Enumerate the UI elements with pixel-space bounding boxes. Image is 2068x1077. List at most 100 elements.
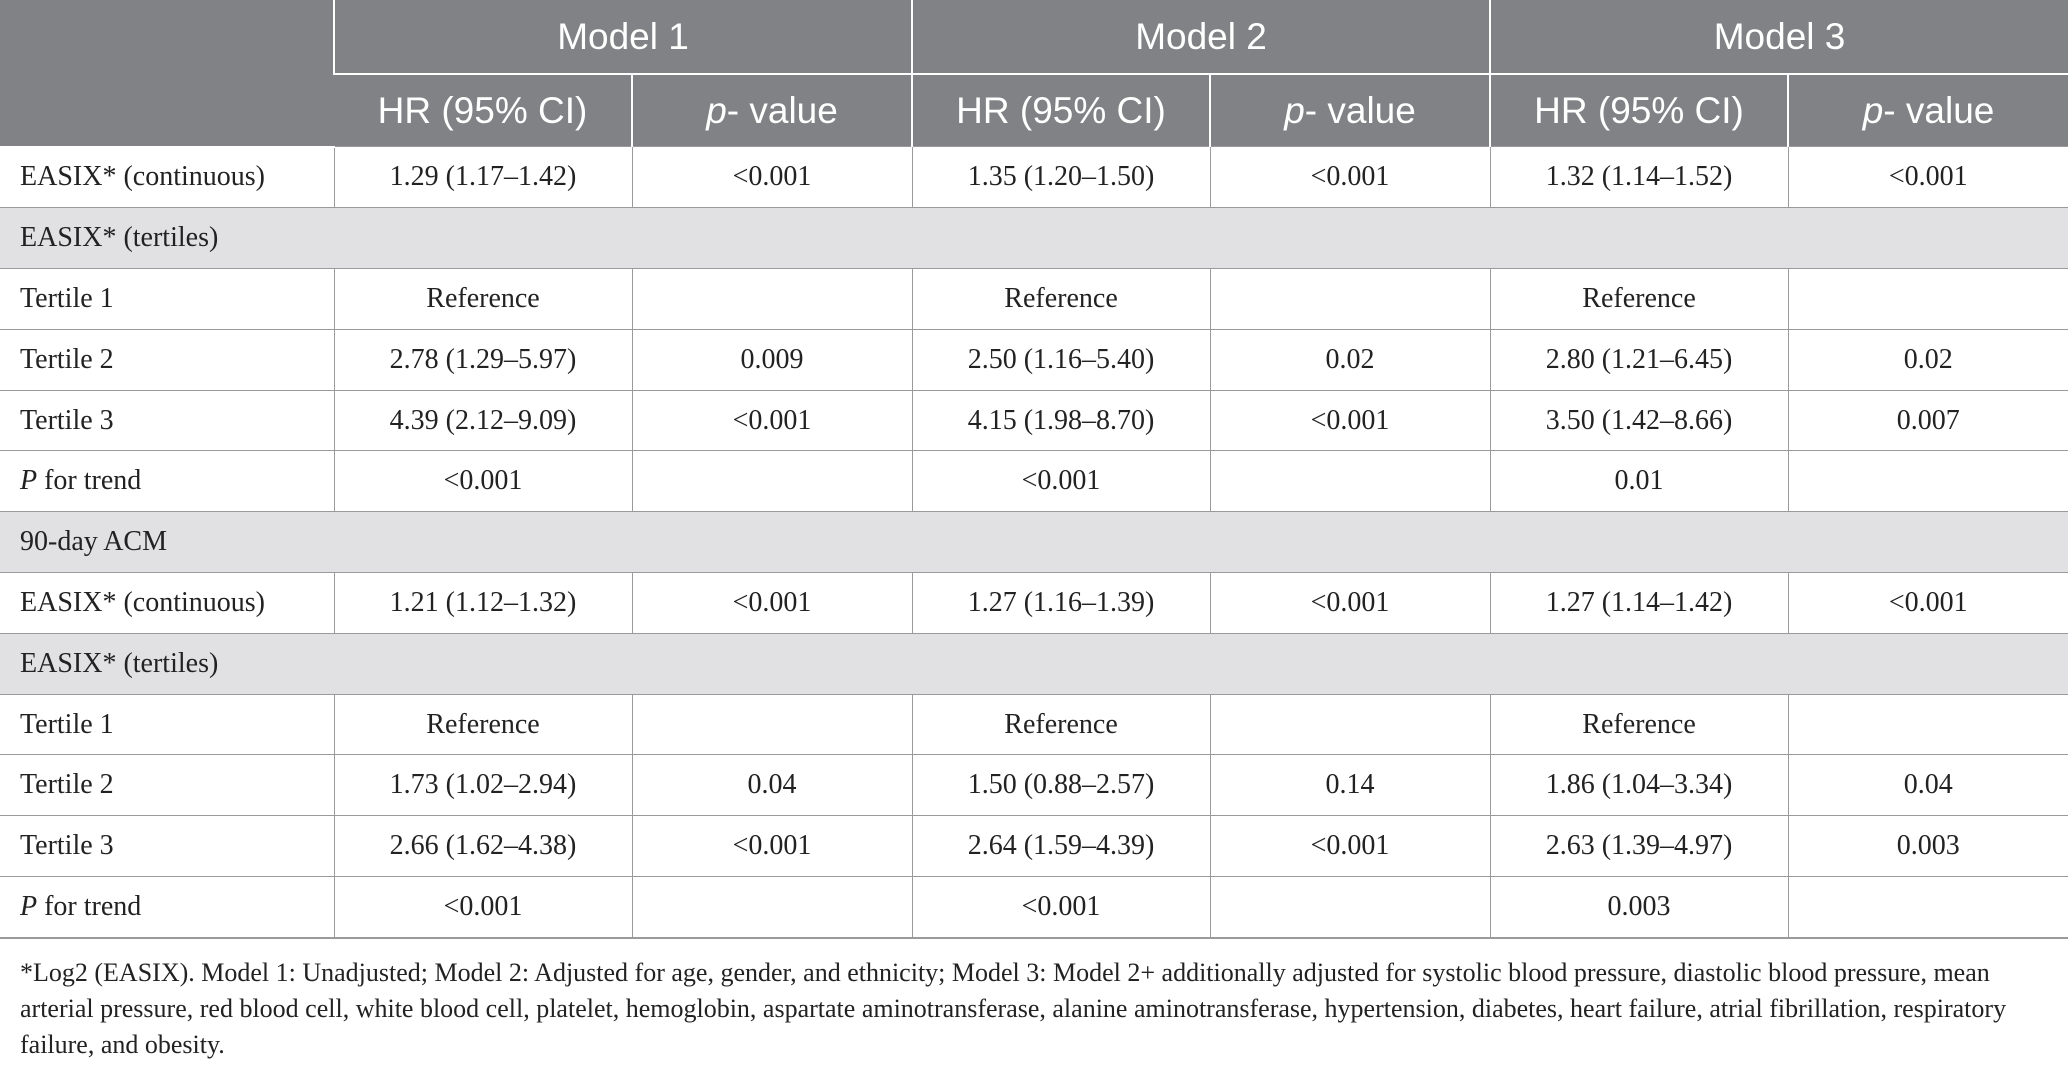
hr-cell: Reference	[911, 693, 1211, 756]
hr-cell: 2.50 (1.16–5.40)	[911, 328, 1211, 391]
hr-cell: 1.21 (1.12–1.32)	[333, 572, 633, 634]
table-footnote: *Log2 (EASIX). Model 1: Unadjusted; Mode…	[20, 958, 2007, 1059]
row-label: Tertile 2	[0, 754, 335, 817]
trend-row: P for trend <0.001 <0.001 0.003	[0, 876, 2068, 939]
section-row: EASIX* (tertiles)	[0, 207, 2068, 270]
section-row: 90-day ACM	[0, 511, 2068, 574]
row-label: EASIX* (continuous)	[0, 572, 335, 634]
hr-cell: 2.80 (1.21–6.45)	[1489, 328, 1789, 391]
hr-cell: 4.39 (2.12–9.09)	[333, 389, 633, 452]
p-value-cell: 0.02	[1787, 328, 2068, 391]
hr-cell: <0.001	[333, 450, 633, 513]
p-value-cell: <0.001	[1787, 572, 2068, 634]
header-p-value: p- value	[1787, 74, 2068, 147]
header-model-1: Model 1	[332, 0, 913, 75]
hr-cell: <0.001	[911, 450, 1211, 513]
section-row: EASIX* (tertiles)	[0, 632, 2068, 695]
trend-row: P for trend <0.001 <0.001 0.01	[0, 450, 2068, 513]
hr-cell: 4.15 (1.98–8.70)	[911, 389, 1211, 452]
hr-cell: 1.50 (0.88–2.57)	[911, 754, 1211, 817]
p-value-cell	[1209, 450, 1491, 513]
hr-cell: Reference	[911, 268, 1211, 330]
hr-cell: 2.63 (1.39–4.97)	[1489, 815, 1789, 878]
table-row: Tertile 3 2.66 (1.62–4.38) <0.001 2.64 (1.5…	[0, 815, 2068, 878]
hr-cell: Reference	[1489, 268, 1789, 330]
row-label: Tertile 1	[0, 693, 335, 756]
hr-cell: 2.66 (1.62–4.38)	[333, 815, 633, 878]
p-value-cell: <0.001	[631, 815, 913, 878]
hr-cell: 2.78 (1.29–5.97)	[333, 328, 633, 391]
p-value-cell: <0.001	[1209, 815, 1491, 878]
p-value-cell: <0.001	[631, 572, 913, 634]
p-value-cell	[1209, 268, 1491, 330]
row-label: P for trend	[0, 876, 335, 939]
p-value-cell: 0.14	[1209, 754, 1491, 817]
row-label: Tertile 3	[0, 815, 335, 878]
row-label: Tertile 1	[0, 268, 335, 330]
p-value-cell: 0.04	[1787, 754, 2068, 817]
p-value-cell: <0.001	[1209, 572, 1491, 634]
table-row: EASIX* (continuous) 1.29 (1.17–1.42) <0.00…	[0, 145, 2068, 209]
p-value-cell: 0.007	[1787, 389, 2068, 452]
section-label: EASIX* (tertiles)	[0, 632, 2068, 695]
p-value-cell: 0.009	[631, 328, 913, 391]
hr-cell: 1.27 (1.16–1.39)	[911, 572, 1211, 634]
p-value-cell: <0.001	[631, 389, 913, 452]
header-hr: HR (95% CI)	[334, 74, 632, 147]
header-hr: HR (95% CI)	[911, 74, 1211, 147]
hr-cell: 1.27 (1.14–1.42)	[1489, 572, 1789, 634]
table-row: Tertile 2 1.73 (1.02–2.94) 0.04 1.50 (0.88–…	[0, 754, 2068, 817]
p-value-cell: 0.04	[631, 754, 913, 817]
p-value-cell	[1209, 693, 1491, 756]
hr-cell: 0.003	[1489, 876, 1789, 939]
table-body: EASIX* (continuous) 1.29 (1.17–1.42) <0.00…	[0, 145, 2068, 939]
row-label: P for trend	[0, 450, 335, 513]
hr-cell: 0.01	[1489, 450, 1789, 513]
p-value-cell	[1787, 693, 2068, 756]
p-value-cell: 0.003	[1787, 815, 2068, 878]
p-value-cell	[1209, 876, 1491, 939]
p-value-cell: 0.02	[1209, 328, 1491, 391]
hr-cell: 1.32 (1.14–1.52)	[1489, 145, 1789, 209]
hr-cell: 1.29 (1.17–1.42)	[333, 145, 633, 209]
hr-cell: 2.64 (1.59–4.39)	[911, 815, 1211, 878]
results-table: Model 1 Model 2 Model 3 HR (95% CI) p- v…	[0, 0, 2068, 939]
hr-cell: Reference	[1489, 693, 1789, 756]
p-value-cell	[1787, 876, 2068, 939]
header-model-2: Model 2	[911, 0, 1491, 75]
p-value-cell: <0.001	[1209, 389, 1491, 452]
p-value-cell	[631, 693, 913, 756]
header-p-value: p- value	[630, 74, 913, 147]
row-label: Tertile 3	[0, 389, 335, 452]
hr-cell: Reference	[333, 693, 633, 756]
p-value-cell	[1787, 268, 2068, 330]
hr-cell: Reference	[333, 268, 633, 330]
section-label: EASIX* (tertiles)	[0, 207, 2068, 270]
table-row: Tertile 1 Reference Reference Reference	[0, 268, 2068, 330]
hr-cell: <0.001	[911, 876, 1211, 939]
row-label: EASIX* (continuous)	[0, 145, 335, 209]
table-row: Tertile 1 Reference Reference Reference	[0, 693, 2068, 756]
header-model-3: Model 3	[1489, 0, 2068, 75]
hr-cell: <0.001	[333, 876, 633, 939]
header-p-value: p- value	[1209, 74, 1491, 147]
header-corner-cell	[0, 0, 334, 148]
p-value-cell: <0.001	[631, 145, 913, 209]
table-row: Tertile 3 4.39 (2.12–9.09) <0.001 4.15 (1.9…	[0, 389, 2068, 452]
hr-cell: 1.35 (1.20–1.50)	[911, 145, 1211, 209]
row-label: Tertile 2	[0, 328, 335, 391]
table-row: EASIX* (continuous) 1.21 (1.12–1.32) <0.00…	[0, 572, 2068, 634]
p-value-cell: <0.001	[1787, 145, 2068, 209]
p-value-cell	[631, 876, 913, 939]
header-hr: HR (95% CI)	[1489, 74, 1789, 147]
p-value-cell	[1787, 450, 2068, 513]
hr-cell: 1.73 (1.02–2.94)	[333, 754, 633, 817]
table-row: Tertile 2 2.78 (1.29–5.97) 0.009 2.50 (1.16…	[0, 328, 2068, 391]
section-label: 90-day ACM	[0, 511, 2068, 574]
p-value-cell	[631, 268, 913, 330]
p-value-cell: <0.001	[1209, 145, 1491, 209]
table-header: Model 1 Model 2 Model 3 HR (95% CI) p- v…	[0, 0, 2068, 148]
hr-cell: 3.50 (1.42–8.66)	[1489, 389, 1789, 452]
p-value-cell	[631, 450, 913, 513]
hr-cell: 1.86 (1.04–3.34)	[1489, 754, 1789, 817]
